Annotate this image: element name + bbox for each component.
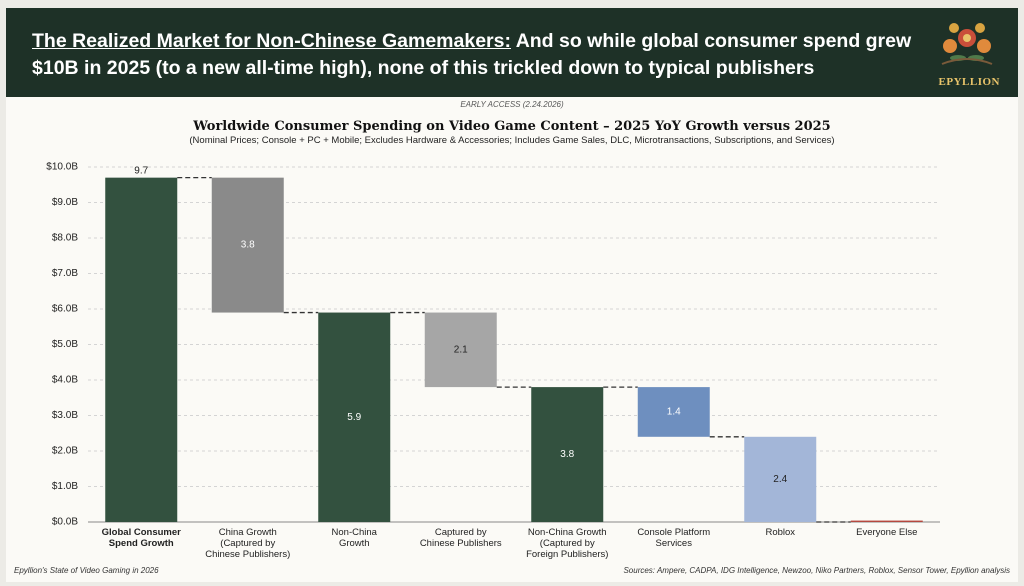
x-tick-label: Roblox (765, 527, 796, 538)
footer-right: Sources: Ampere, CADPA, IDG Intelligence… (623, 566, 1010, 575)
bar (424, 312, 497, 388)
early-access: EARLY ACCESS (2.24.2026) (460, 100, 564, 109)
x-tick-label: Non-China Growth (331, 527, 377, 549)
x-tick-label: Captured by Chinese Publishers (419, 527, 502, 549)
x-tick-label: China Growth (Captured by Chinese Publis… (205, 527, 291, 560)
x-tick-label: Non-China Growth (Captured by Foreign Pu… (526, 527, 609, 560)
chart: $0.0B $1.0B $2.0B $3.0B $4.0B $5.0B $6.0B $7.0B… (46, 162, 940, 528)
bar (211, 177, 284, 313)
logo-text: EPYLLION (938, 76, 1000, 88)
bar (850, 520, 923, 522)
y-tick-label: $4.0B (52, 375, 78, 386)
footer-left: Epyllion's State of Video Gaming in 2026 (14, 566, 159, 575)
bar (318, 312, 391, 522)
x-tick-label: Global Consumer Spend Growth (101, 527, 181, 549)
y-tick-label: $10.0B (46, 162, 78, 173)
bar (637, 387, 710, 437)
data-label: 1.4 (667, 407, 681, 418)
chart-title: Worldwide Consumer Spending on Video Gam… (193, 119, 831, 134)
y-tick-label: $8.0B (52, 233, 78, 244)
title-rest: And so while global consumer spend grew … (32, 30, 912, 79)
y-tick-label: $3.0B (52, 410, 78, 421)
title-lead: The Realized Market for Non-Chinese Game… (32, 30, 511, 52)
y-tick-label: $1.0B (52, 481, 78, 492)
slide: The Realized Market for Non-Chinese Game… (6, 8, 1018, 582)
x-tick-label: Everyone Else (856, 527, 918, 538)
data-label: 2.4 (773, 474, 787, 485)
y-tick-label: $7.0B (52, 268, 78, 279)
bar (105, 177, 178, 522)
y-tick-label: $6.0B (52, 304, 78, 315)
data-label: 5.9 (347, 412, 361, 423)
data-label: 2.1 (454, 344, 468, 355)
y-tick-label: $5.0B (52, 339, 78, 350)
y-tick-label: $9.0B (52, 197, 78, 208)
y-tick-label: $0.0B (52, 517, 78, 528)
slide-title: The Realized Market for Non-Chinese Game… (32, 28, 912, 82)
header: The Realized Market for Non-Chinese Game… (6, 8, 1018, 97)
data-label: 3.8 (560, 449, 574, 460)
chart-subtitle: (Nominal Prices; Console + PC + Mobile; … (189, 135, 835, 146)
data-label: 3.8 (241, 240, 255, 251)
bar (744, 436, 817, 522)
data-label: 9.7 (134, 165, 148, 176)
logo-icon (941, 23, 993, 65)
y-tick-label: $2.0B (52, 446, 78, 457)
bar (531, 387, 604, 522)
x-tick-label: Console Platform Services (637, 527, 711, 549)
